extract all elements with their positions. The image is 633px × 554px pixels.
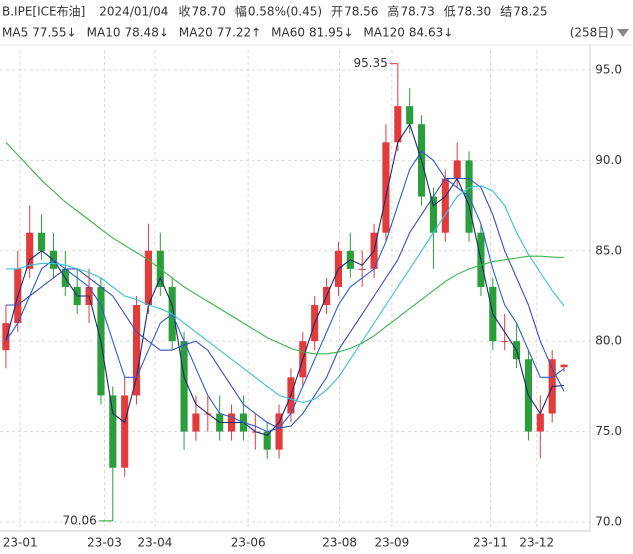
ma-line — [5, 150, 565, 433]
x-tick-label: 23-04 — [138, 536, 173, 550]
y-tick-label: 80.0 — [595, 334, 622, 348]
candle-body — [382, 142, 390, 233]
date: 2024/01/04 — [99, 5, 168, 19]
x-tick-label: 23-09 — [374, 536, 409, 550]
candle-body — [560, 364, 568, 368]
candle-body — [536, 413, 544, 432]
ma-value: 81.95↓ — [309, 26, 353, 40]
candle-body — [192, 413, 200, 432]
ma-name: MA10 — [87, 26, 121, 40]
ma-value: 77.22↑ — [217, 26, 261, 40]
field-label: 低 — [444, 5, 456, 19]
candle-body — [358, 268, 366, 270]
candle-body — [133, 305, 141, 396]
annotation: 95.35 — [353, 56, 387, 70]
x-tick-label: 23-06 — [231, 536, 266, 550]
x-tick-label: 23-03 — [87, 536, 122, 550]
candle-body — [38, 232, 46, 251]
ma-name: MA60 — [271, 26, 305, 40]
y-tick-label: 70.0 — [595, 514, 622, 528]
field-value: 78.73 — [400, 5, 434, 19]
field-value: 78.30 — [457, 5, 491, 19]
candle-body — [501, 341, 509, 343]
ma-value: 84.63↓ — [409, 26, 453, 40]
field-value: 78.25 — [513, 5, 547, 19]
candle-body — [406, 106, 414, 125]
ma-line — [5, 122, 565, 436]
field-label: 幅 — [235, 4, 247, 19]
candle-body — [26, 232, 34, 269]
ma-line — [5, 177, 565, 429]
field-label: 结 — [500, 5, 512, 19]
ma-name: MA20 — [179, 26, 213, 40]
ma-value: 78.48↓ — [124, 26, 168, 40]
field-label: 开 — [331, 5, 343, 19]
ma-value: 77.55↓ — [32, 26, 76, 40]
candle-body — [121, 395, 129, 468]
x-tick-label: 23-12 — [519, 536, 554, 550]
y-tick-label: 90.0 — [595, 153, 622, 167]
candle-body — [441, 178, 449, 233]
field-label: 高 — [387, 4, 399, 19]
field-label: 收 — [178, 5, 190, 19]
annotation: 70.06 — [62, 513, 96, 527]
x-tick-label: 23-08 — [322, 536, 357, 550]
candle-body — [180, 341, 188, 432]
y-tick-label: 95.0 — [595, 62, 622, 76]
y-tick-label: 85.0 — [595, 243, 622, 257]
ma-name: MA5 — [2, 26, 28, 40]
symbol: B.IPE[ICE布油] — [2, 5, 85, 19]
candle-body — [109, 395, 117, 468]
x-tick-label: 23-01 — [3, 536, 38, 550]
dropdown-icon[interactable] — [617, 29, 629, 37]
candle-body — [453, 160, 461, 179]
field-value: 0.58%(0.45) — [248, 5, 322, 19]
candle-body — [144, 250, 152, 306]
period[interactable]: (258日) — [570, 26, 614, 40]
ma-line — [5, 185, 565, 404]
field-value: 78.56 — [344, 5, 378, 19]
candle-body — [394, 106, 402, 143]
ma-name: MA120 — [363, 26, 404, 40]
candle-body — [429, 196, 437, 233]
x-tick-label: 23-11 — [473, 536, 508, 550]
field-value: 78.70 — [191, 5, 225, 19]
ma-line — [5, 141, 565, 355]
candle-body — [263, 431, 271, 450]
candle-body — [2, 323, 10, 351]
candle-body — [275, 413, 283, 450]
y-tick-label: 75.0 — [595, 424, 622, 438]
